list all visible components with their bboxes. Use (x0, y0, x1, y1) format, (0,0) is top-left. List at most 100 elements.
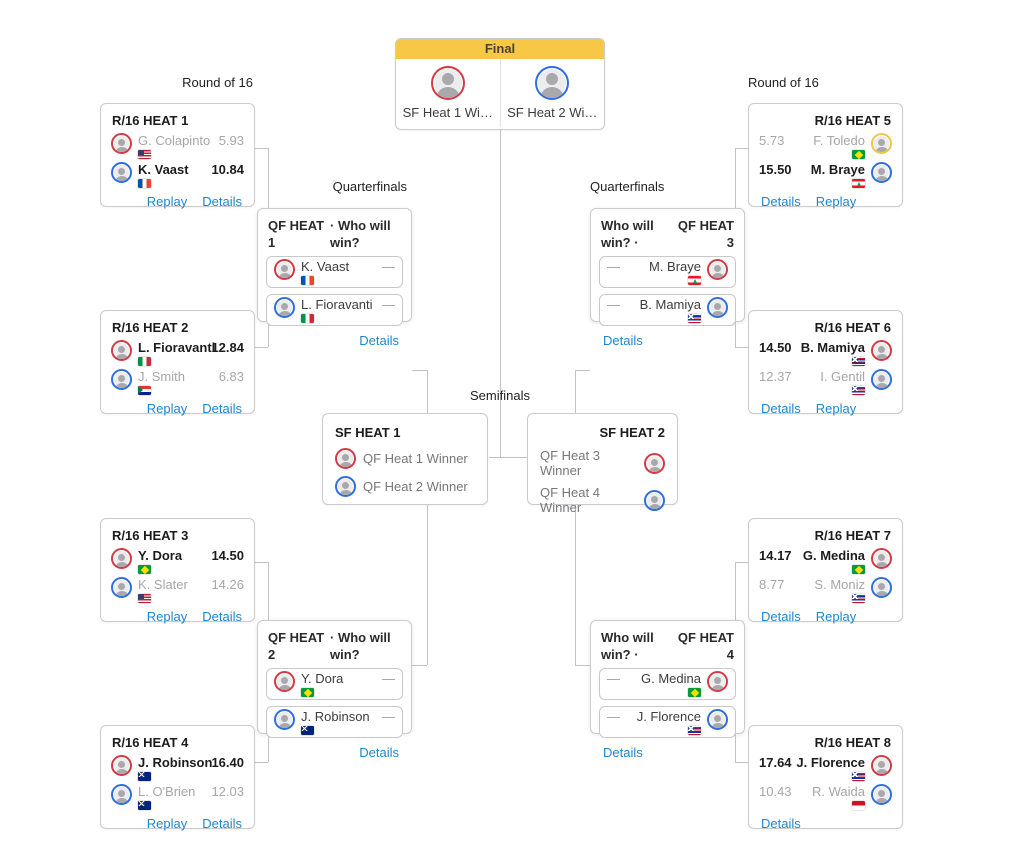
sf-slot-row: QF Heat 2 Winner (323, 473, 487, 501)
heat-title: R/16 HEAT 2 (112, 320, 189, 335)
r16-heat-6-box: R/16 HEAT 6 14.50 B. Mamiya 12.37 I. Gen… (748, 310, 903, 416)
details-link[interactable]: Details (603, 333, 643, 349)
details-link[interactable]: Details (202, 816, 242, 831)
connector-line (412, 665, 427, 666)
athlete-score: 12.84 (211, 340, 244, 355)
athlete-row: 8.77 S. Moniz (749, 575, 902, 604)
athlete-avatar (111, 369, 132, 390)
flag-icon (852, 150, 865, 159)
replay-link[interactable]: Replay (815, 609, 857, 624)
athlete-name-block: J. Florence (796, 755, 865, 781)
prediction-option[interactable]: — J. Florence (599, 706, 736, 739)
connector-line (575, 370, 576, 413)
connector-line (735, 762, 748, 763)
flag-icon (138, 594, 151, 603)
athlete-score: — (382, 671, 395, 687)
flag-icon (688, 688, 701, 698)
prediction-option[interactable]: K. Vaast — (266, 256, 403, 289)
heat-title: R/16 HEAT 1 (112, 113, 189, 128)
prediction-option[interactable]: — G. Medina (599, 668, 736, 701)
connector-line (575, 505, 576, 665)
athlete-avatar (707, 259, 728, 281)
athlete-avatar (871, 340, 892, 361)
heat-links: Details (591, 332, 744, 356)
athlete-avatar (111, 133, 132, 154)
details-link[interactable]: Details (761, 816, 801, 831)
replay-link[interactable]: Replay (146, 194, 188, 209)
heat-links: Details (591, 744, 744, 768)
prediction-option[interactable]: — B. Mamiya (599, 294, 736, 327)
athlete-score: 12.37 (759, 369, 792, 384)
athlete-name: L. Fioravanti (301, 297, 373, 313)
athlete-avatar (274, 297, 295, 319)
connector-line (575, 370, 590, 371)
replay-link[interactable]: Replay (146, 816, 188, 831)
details-link[interactable]: Details (761, 609, 801, 624)
athlete-name-block: L. Fioravanti (301, 297, 373, 324)
athlete-name: F. Toledo (813, 133, 865, 148)
details-link[interactable]: Details (359, 745, 399, 761)
placeholder-avatar-icon (335, 448, 356, 469)
prediction-option[interactable]: L. Fioravanti — (266, 294, 403, 327)
athlete-row: 17.64 J. Florence (749, 753, 902, 782)
athlete-name: L. O'Brien (138, 784, 196, 799)
stage-label-round-of-16-left: Round of 16 (182, 75, 253, 90)
who-will-win-prompt: · Who will win? (330, 630, 391, 662)
heat-links: Details Replay (749, 396, 902, 424)
athlete-row: K. Slater 14.26 (101, 575, 254, 604)
athlete-row: Y. Dora 14.50 (101, 546, 254, 575)
heat-title: R/16 HEAT 8 (814, 735, 891, 750)
details-link[interactable]: Details (202, 194, 242, 209)
details-link[interactable]: Details (603, 745, 643, 761)
athlete-avatar (111, 340, 132, 361)
final-slot-label: SF Heat 2 Wi… (507, 105, 598, 120)
heat-links: Details (258, 332, 411, 356)
athlete-avatar (871, 548, 892, 569)
prediction-option[interactable]: J. Robinson — (266, 706, 403, 739)
details-link[interactable]: Details (202, 401, 242, 416)
athlete-score: 16.40 (211, 755, 244, 770)
connector-line (255, 562, 268, 563)
connector-line (735, 562, 736, 620)
athlete-name-block: B. Mamiya (640, 297, 701, 324)
who-will-win-prompt: Who will win? · (601, 630, 654, 662)
prediction-option[interactable]: — M. Braye (599, 256, 736, 289)
athlete-name-block: J. Robinson (138, 755, 212, 781)
athlete-name: G. Medina (641, 671, 701, 687)
athlete-row: J. Robinson 16.40 (101, 753, 254, 782)
athlete-row: J. Smith 6.83 (101, 367, 254, 396)
sf-slot-row: QF Heat 1 Winner (323, 445, 487, 473)
prediction-option[interactable]: Y. Dora — (266, 668, 403, 701)
athlete-name: M. Braye (648, 259, 701, 275)
details-link[interactable]: Details (761, 194, 801, 209)
athlete-name-block: M. Braye (811, 162, 865, 188)
athlete-row: L. O'Brien 12.03 (101, 782, 254, 811)
replay-link[interactable]: Replay (146, 401, 188, 416)
replay-link[interactable]: Replay (815, 401, 857, 416)
athlete-avatar (111, 755, 132, 776)
final-box: Final SF Heat 1 Wi… SF Heat 2 Wi… (395, 38, 605, 130)
details-link[interactable]: Details (202, 609, 242, 624)
athlete-avatar (707, 297, 728, 319)
athlete-name-block: I. Gentil (820, 369, 865, 395)
connector-line (735, 562, 748, 563)
replay-link[interactable]: Replay (815, 194, 857, 209)
flag-icon (138, 801, 151, 810)
athlete-row: 14.50 B. Mamiya (749, 338, 902, 367)
r16-heat-4-box: R/16 HEAT 4 J. Robinson 16.40 L. O'Brien… (100, 725, 255, 831)
connector-line (489, 457, 527, 458)
details-link[interactable]: Details (359, 333, 399, 349)
athlete-name-block: Y. Dora (138, 548, 182, 574)
athlete-score: — (382, 259, 395, 275)
replay-link[interactable]: Replay (146, 609, 188, 624)
heat-title: QF HEAT 1 · Who will win? (258, 209, 411, 256)
athlete-score: 6.83 (218, 369, 244, 384)
placeholder-avatar-icon (335, 476, 356, 497)
details-link[interactable]: Details (761, 401, 801, 416)
heat-title: R/16 HEAT 3 (112, 528, 189, 543)
athlete-name: J. Florence (796, 755, 865, 770)
athlete-avatar (111, 162, 132, 183)
athlete-row: 14.17 G. Medina (749, 546, 902, 575)
connector-line (735, 148, 748, 149)
athlete-score: — (607, 259, 620, 275)
